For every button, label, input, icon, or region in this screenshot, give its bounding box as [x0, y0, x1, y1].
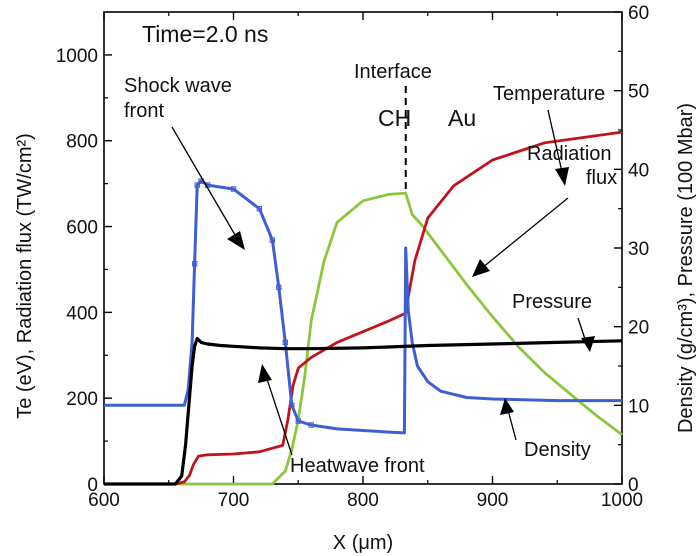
y-right-tick-label: 0: [628, 475, 639, 496]
shock-front-arrowhead: [227, 231, 245, 250]
x-axis-title: X (μm): [333, 532, 393, 554]
heatwave-front-label: Heatwave front: [290, 455, 425, 477]
density-marker: [289, 402, 295, 409]
density-arrow: [507, 409, 517, 441]
shock-front-arrow: [171, 126, 239, 241]
radiation-flux-arrow: [481, 197, 569, 269]
y-left-tick-label: 800: [66, 132, 98, 153]
x-tick-label: 600: [88, 490, 120, 511]
temperature-arrow: [547, 109, 563, 173]
heatwave-front-arrowhead: [258, 364, 272, 383]
x-tick-label: 900: [477, 490, 509, 511]
series-line-temperature: [104, 130, 623, 486]
heatwave-front-arrow: [265, 375, 293, 456]
y-right-tick-label: 20: [628, 318, 649, 339]
density-marker: [295, 418, 301, 424]
y-right-tick-label: 30: [628, 239, 649, 260]
radiation-flux-label-1: Radiation: [527, 143, 612, 165]
x-tick-label: 1000: [601, 490, 643, 511]
density-marker: [276, 284, 282, 291]
density-marker: [194, 182, 200, 188]
y-right-tick-label: 40: [628, 160, 649, 181]
au-label: Au: [448, 105, 476, 131]
radiation-flux-arrowhead: [472, 259, 490, 277]
time-label: Time=2.0 ns: [142, 21, 268, 47]
series-line-radiation-flux: [104, 191, 623, 486]
density-marker: [230, 186, 237, 192]
y-left-tick-label: 0: [87, 475, 98, 496]
density-marker: [308, 422, 314, 428]
interface-label: Interface: [354, 61, 432, 83]
y-left-tick-label: 200: [66, 389, 98, 410]
density-marker: [269, 237, 276, 243]
radiation-flux-label-2: flux: [586, 167, 617, 189]
density-marker: [256, 205, 263, 212]
pressure-label: Pressure: [512, 291, 592, 313]
tick-labels: 600 700 800 900 1000020040060080010000102030…: [56, 3, 649, 511]
y-right-axis-title: Density (g/cm³), Pressure (100 Mbar): [675, 103, 697, 433]
density-arrowhead: [500, 398, 514, 415]
shock-front-label-2: front: [124, 100, 164, 122]
y-right-tick-label: 50: [628, 82, 649, 103]
temperature-arrowhead: [555, 167, 569, 186]
x-tick-label: 800: [347, 490, 379, 511]
y-left-axis-title: Te (eV), Radiation flux (TW/cm²): [14, 133, 36, 419]
y-right-tick-label: 10: [628, 396, 649, 417]
density-marker: [191, 261, 198, 267]
series-lines: [104, 130, 623, 486]
series-line-density: [104, 179, 622, 435]
series-line-pressure: [104, 336, 623, 486]
shock-front-label-1: Shock wave: [124, 75, 232, 97]
temperature-label: Temperature: [493, 83, 605, 105]
density-label: Density: [524, 439, 591, 461]
x-tick-label: 700: [218, 490, 250, 511]
y-left-tick-label: 400: [66, 303, 98, 324]
ch-label: CH: [378, 105, 411, 131]
pressure-arrowhead: [581, 336, 595, 352]
y-left-tick-label: 600: [66, 218, 98, 239]
y-right-tick-label: 60: [628, 3, 649, 24]
grid-and-axes: [103, 11, 623, 485]
density-marker: [282, 339, 289, 346]
y-left-tick-label: 1000: [56, 46, 98, 67]
